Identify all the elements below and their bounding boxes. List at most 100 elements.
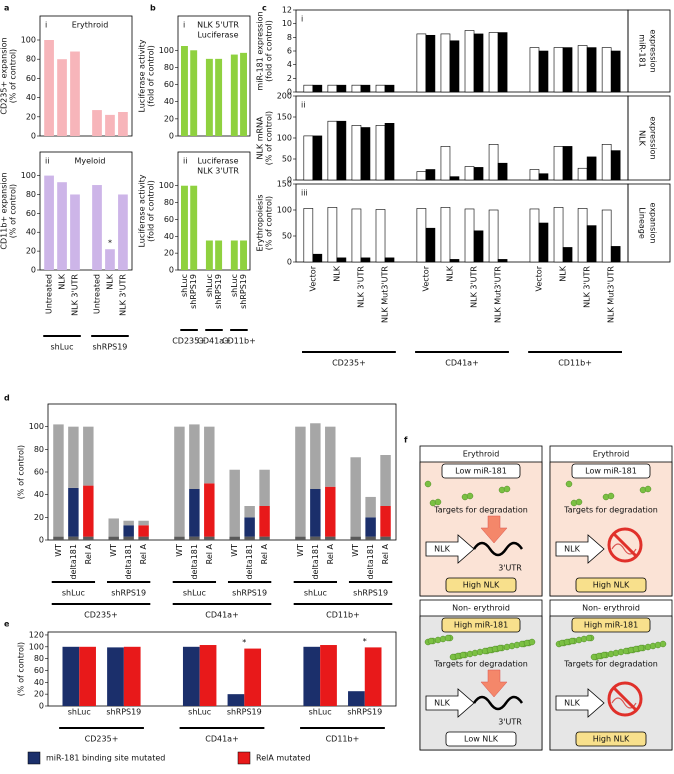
y-tick-label: 100 (29, 422, 44, 431)
result-box (575, 577, 647, 593)
mirna-dot (644, 485, 652, 493)
bar (375, 125, 386, 181)
x-tick-label: shLuc (188, 708, 211, 717)
bar-segment (189, 424, 200, 489)
group-label: CD41a+ (197, 337, 231, 346)
x-tick-label: WT (351, 544, 360, 557)
subplot-numeral: i (45, 21, 47, 30)
x-tick-label: NLK 3'UTR (70, 274, 79, 316)
gene-label: NLK (434, 699, 450, 708)
subplot-numeral: i (183, 21, 185, 30)
bar (360, 84, 371, 93)
y-tick-label: 50 (282, 155, 292, 164)
bar-segment (380, 455, 391, 506)
bar (70, 51, 80, 136)
gene-arrow (555, 688, 605, 718)
y-axis-label: (% of control) (265, 111, 274, 165)
y-tick-label: 20 (26, 112, 36, 121)
bar (529, 208, 540, 263)
x-tick-label: shLuc (230, 274, 239, 297)
mirna-label: Low miR-181 (455, 467, 507, 476)
mirna-dot (565, 480, 573, 488)
x-tick-label: shRPS19 (214, 274, 223, 309)
bar-segment (83, 485, 94, 537)
bar-segment (310, 423, 321, 489)
bar (181, 185, 188, 270)
outer-group-label: CD235+ (84, 611, 118, 620)
subplot-title: NLK 5'UTR (197, 21, 239, 30)
gene-label: NLK (564, 699, 580, 708)
mirna-dot (427, 637, 435, 645)
bar-segment (350, 536, 361, 540)
y-tick-label: 40 (34, 678, 44, 687)
gene-arrow (555, 534, 605, 564)
bar (384, 84, 395, 93)
y-axis-label: (% of control) (17, 445, 26, 499)
x-tick-label: Vector (308, 265, 317, 291)
bar (351, 84, 362, 93)
group-label: CD41a+ (205, 735, 239, 744)
bar (610, 150, 621, 181)
y-tick-label: 40 (164, 97, 174, 106)
targets-label: Targets for degradation (433, 506, 528, 515)
bar-segment (83, 536, 94, 540)
bar (488, 144, 499, 181)
bar (488, 32, 499, 93)
bar-segment (174, 426, 185, 537)
mirna-box (571, 617, 651, 633)
subplot-title: Luciferase (197, 157, 238, 166)
result-box (445, 731, 517, 747)
scenario-title: Erythroid (463, 450, 500, 459)
x-tick-label: NLK Mut3'UTR (494, 266, 503, 323)
scenario-background (419, 461, 543, 597)
bar (205, 240, 213, 270)
bar-segment (189, 536, 200, 540)
x-tick-label: shRPS19 (239, 274, 248, 309)
mirna-box (441, 617, 521, 633)
bar (538, 50, 549, 93)
gene-arrow (425, 688, 475, 718)
y-tick-label: 80 (26, 55, 36, 64)
bar-segment (325, 536, 336, 540)
bar (240, 52, 247, 136)
bar (118, 112, 128, 136)
mirna-dot (503, 485, 511, 493)
panel-label: a (4, 4, 9, 13)
y-tick-label: 6 (287, 47, 292, 56)
bar (312, 84, 323, 93)
y-tick-label: 20 (164, 249, 174, 258)
bar (57, 59, 67, 137)
bar (384, 257, 395, 263)
group-label: shRPS19 (93, 343, 128, 352)
y-tick-label: 0 (287, 258, 292, 267)
bar (348, 691, 365, 706)
group-label: shRPS19 (232, 589, 267, 598)
bar (123, 646, 141, 706)
group-label: CD11b+ (558, 359, 592, 368)
y-tick-label: 100 (159, 46, 174, 55)
bar (425, 34, 436, 93)
mirna-dot (600, 651, 608, 659)
bar (562, 146, 573, 181)
y-tick-label: 100 (21, 171, 36, 180)
y-tick-label: 120 (29, 630, 44, 639)
y-tick-label: 0 (169, 266, 174, 275)
x-tick-label: delta181 (366, 544, 375, 580)
bar (586, 156, 597, 181)
bar (240, 240, 247, 270)
group-label: shRPS19 (111, 589, 146, 598)
bar-segment (259, 536, 270, 540)
scenario-title: Erythroid (593, 450, 630, 459)
bar-segment (365, 517, 376, 537)
x-tick-label: NLK 3'UTR (470, 266, 479, 308)
y-axis-label: (fold of control) (265, 20, 274, 82)
bar (425, 227, 436, 263)
y-axis-label: miR-181 expression (256, 11, 265, 90)
y-tick-label: 40 (26, 93, 36, 102)
x-tick-label: NLK (58, 273, 67, 289)
targets-label: Targets for degradation (433, 660, 528, 669)
y-tick-label: 40 (26, 228, 36, 237)
bar-segment (380, 536, 391, 540)
bar-segment (138, 536, 149, 540)
bar-segment (53, 536, 64, 540)
